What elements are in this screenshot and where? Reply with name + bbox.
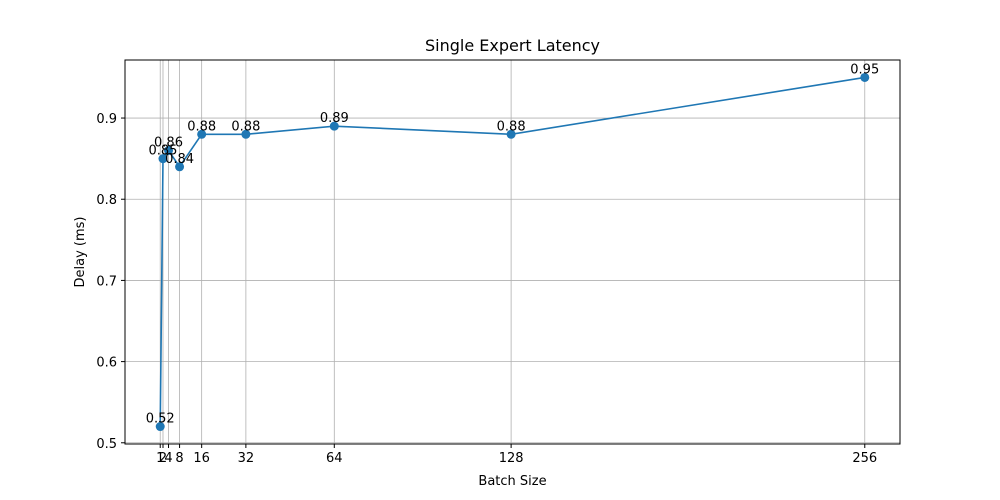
plot-frame xyxy=(124,59,901,445)
data-label: 0.86 xyxy=(154,136,183,151)
data-point xyxy=(155,422,165,432)
x-tick-label: 64 xyxy=(326,451,343,466)
data-point xyxy=(164,146,174,156)
data-label: 0.84 xyxy=(165,152,194,167)
x-tick-label: 4 xyxy=(164,451,172,466)
data-label: 0.52 xyxy=(146,412,175,427)
data-label: 0.88 xyxy=(187,119,216,134)
y-tick-label: 0.7 xyxy=(96,274,117,289)
data-label: 0.85 xyxy=(149,144,178,159)
y-tick-label: 0.9 xyxy=(96,112,117,127)
data-point xyxy=(329,121,339,131)
tick-layer: 124 8 16 32 64 128 256 0.5 0.6 0.7 0.8 0.9 xyxy=(96,112,877,466)
data-point xyxy=(158,154,168,164)
x-tick-label: 1 xyxy=(156,451,164,466)
x-axis-label: Batch Size xyxy=(478,474,546,489)
x-tick-label: 16 xyxy=(193,451,210,466)
data-label: 0.95 xyxy=(850,62,879,77)
data-label: 0.88 xyxy=(231,119,260,134)
data-point xyxy=(860,72,870,82)
grid-layer xyxy=(125,60,900,444)
data-point xyxy=(506,129,516,139)
x-tick-label: 256 xyxy=(852,451,877,466)
x-tick-label: 2 xyxy=(159,451,167,466)
x-tick-label: 8 xyxy=(175,451,183,466)
y-tick-label: 0.8 xyxy=(96,193,117,208)
chart-title: Single Expert Latency xyxy=(425,36,600,55)
x-tick-label: 32 xyxy=(238,451,255,466)
y-tick-label: 0.5 xyxy=(96,437,117,452)
data-label: 0.89 xyxy=(320,111,349,126)
data-point xyxy=(241,129,251,139)
data-label: 0.88 xyxy=(497,119,526,134)
y-axis-label: Delay (ms) xyxy=(73,217,88,288)
series-layer xyxy=(155,72,870,432)
data-label-layer: 0.52 0.850.860.84 0.88 0.88 0.89 0.88 0.95 xyxy=(146,62,879,426)
y-tick-label: 0.6 xyxy=(96,356,117,371)
x-tick-label: 128 xyxy=(499,451,524,466)
data-point xyxy=(197,129,207,139)
data-point xyxy=(175,162,185,172)
